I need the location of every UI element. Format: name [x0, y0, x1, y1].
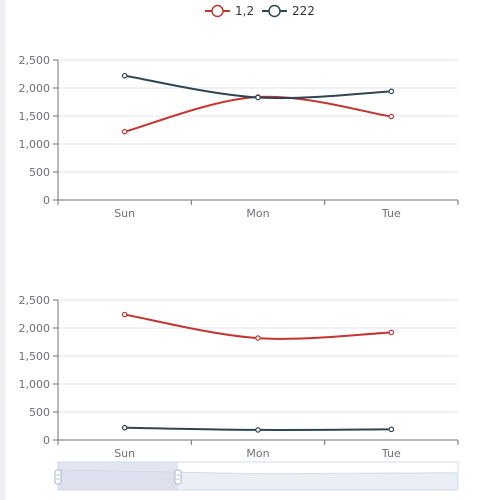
datazoom-start-handle[interactable] — [54, 469, 62, 485]
y-tick-label: 1,500 — [19, 110, 51, 123]
data-point[interactable] — [121, 424, 128, 431]
y-tick-label: 1,000 — [19, 138, 51, 151]
data-point[interactable] — [255, 94, 261, 101]
y-tick-label: 0 — [43, 434, 50, 447]
y-tick-label: 2,000 — [19, 82, 51, 95]
data-point[interactable] — [255, 335, 261, 341]
y-tick-label: 1,000 — [19, 378, 51, 391]
x-tick-label: Tue — [381, 207, 401, 220]
y-tick-label: 1,500 — [19, 350, 51, 363]
x-tick-label: Mon — [246, 207, 269, 220]
series-line-1,2 — [124, 95, 392, 133]
y-tick-label: 2,500 — [19, 54, 51, 67]
x-tick-label: Sun — [114, 207, 135, 220]
data-point[interactable] — [121, 72, 128, 79]
x-tick-label: Tue — [381, 447, 401, 460]
data-point[interactable] — [388, 88, 395, 95]
datazoom-end-handle[interactable] — [174, 469, 182, 485]
x-tick-label: Mon — [246, 447, 269, 460]
legend-label-222[interactable]: 222 — [292, 4, 315, 18]
series-line-1,2 — [124, 313, 392, 340]
data-point[interactable] — [255, 427, 261, 433]
side-strip — [0, 0, 5, 500]
y-tick-label: 500 — [29, 406, 50, 419]
y-tick-label: 500 — [29, 166, 50, 179]
y-tick-label: 2,500 — [19, 294, 51, 307]
data-point[interactable] — [388, 113, 395, 120]
legend-marker-1,2[interactable] — [211, 4, 224, 18]
data-point[interactable] — [121, 128, 128, 135]
legend-marker-222[interactable] — [268, 4, 281, 18]
datazoom-selection[interactable] — [58, 462, 178, 490]
y-tick-label: 0 — [43, 194, 50, 207]
y-tick-label: 2,000 — [19, 322, 51, 335]
x-tick-label: Sun — [114, 447, 135, 460]
legend-label-1,2[interactable]: 1,2 — [235, 4, 254, 18]
data-point[interactable] — [121, 311, 128, 318]
data-point[interactable] — [388, 329, 395, 336]
data-point[interactable] — [388, 426, 395, 433]
